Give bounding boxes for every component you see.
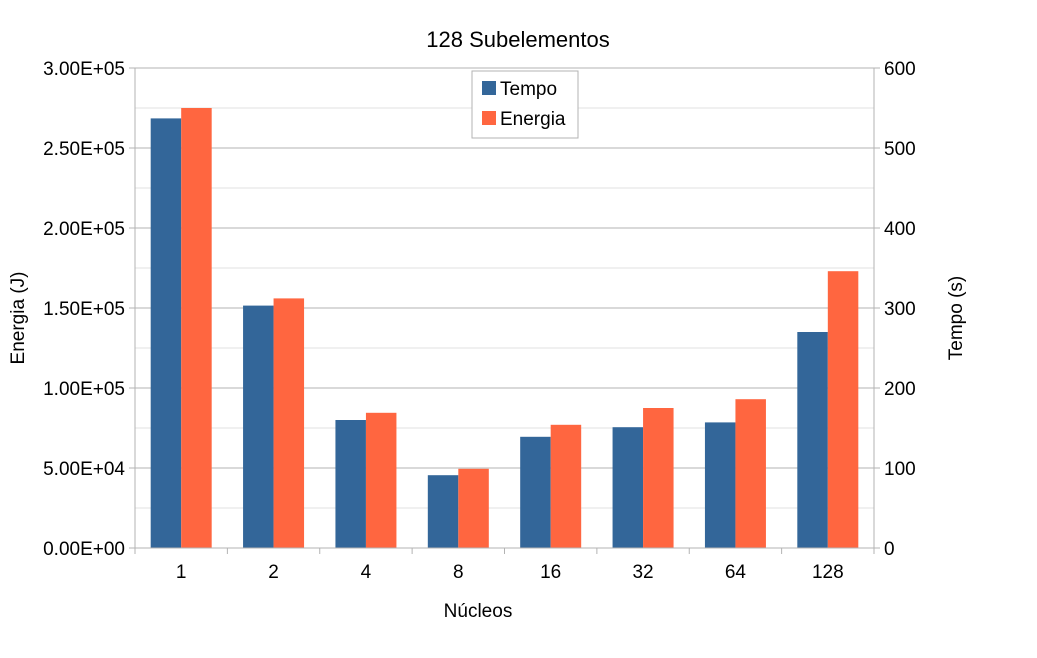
bar-tempo-1 (150, 118, 182, 549)
y-right-tick-label: 0 (884, 539, 895, 560)
x-tick-label: 64 (725, 562, 747, 583)
y-axis-right-label: Tempo (s) (946, 276, 967, 360)
bars (150, 108, 859, 549)
y-right-tick-label: 500 (884, 139, 916, 160)
legend-label-tempo: Tempo (500, 79, 557, 100)
bar-tempo-4 (335, 420, 366, 548)
bar-tempo-32 (612, 427, 644, 548)
bar-energia-2 (273, 298, 305, 548)
y-left-tick-label: 2.50E+05 (43, 139, 125, 160)
axes: 0.00E+00 5.00E+04 1.00E+05 1.50E+05 2.00E+05… (43, 59, 916, 583)
x-axis-label: Núcleos (444, 601, 513, 622)
x-tick-label: 32 (632, 562, 653, 583)
y-left-tick-label: 1.00E+05 (43, 379, 125, 400)
y-left-tick-label: 3.00E+05 (43, 59, 125, 80)
chart-title: 128 Subelementos (426, 27, 609, 52)
legend-label-energia: Energia (500, 109, 566, 130)
y-axis-left-label: Energia (J) (8, 272, 29, 365)
bar-tempo-16 (520, 436, 551, 548)
x-tick-label: 16 (540, 562, 561, 583)
bar-energia-16 (550, 424, 582, 548)
bar-tempo-2 (243, 305, 274, 548)
bar-energia-128 (827, 271, 859, 548)
bar-tempo-8 (427, 475, 459, 548)
y-left-tick-label: 5.00E+04 (43, 459, 125, 480)
bar-energia-1 (181, 108, 212, 548)
bar-tempo-128 (797, 332, 828, 548)
y-right-tick-label: 600 (884, 59, 916, 80)
x-tick-label: 1 (176, 562, 187, 583)
y-right-tick-label: 400 (884, 219, 916, 240)
bar-tempo-64 (704, 422, 736, 548)
legend-swatch-tempo (482, 81, 496, 95)
x-tick-label: 4 (361, 562, 372, 583)
y-right-tick-label: 200 (884, 379, 916, 400)
legend: Tempo Energia (471, 70, 579, 139)
x-tick-label: 128 (812, 562, 844, 583)
y-left-tick-label: 2.00E+05 (43, 219, 125, 240)
legend-swatch-energia (482, 111, 496, 125)
bar-energia-4 (365, 412, 397, 548)
y-left-tick-label: 0.00E+00 (43, 539, 125, 560)
bar-energia-32 (643, 408, 674, 548)
bar-energia-64 (735, 399, 766, 548)
x-tick-label: 8 (453, 562, 464, 583)
x-tick-label: 2 (268, 562, 279, 583)
bar-energia-8 (458, 468, 489, 548)
y-right-tick-label: 300 (884, 299, 916, 320)
y-right-tick-label: 100 (884, 459, 916, 480)
y-left-tick-label: 1.50E+05 (43, 299, 125, 320)
